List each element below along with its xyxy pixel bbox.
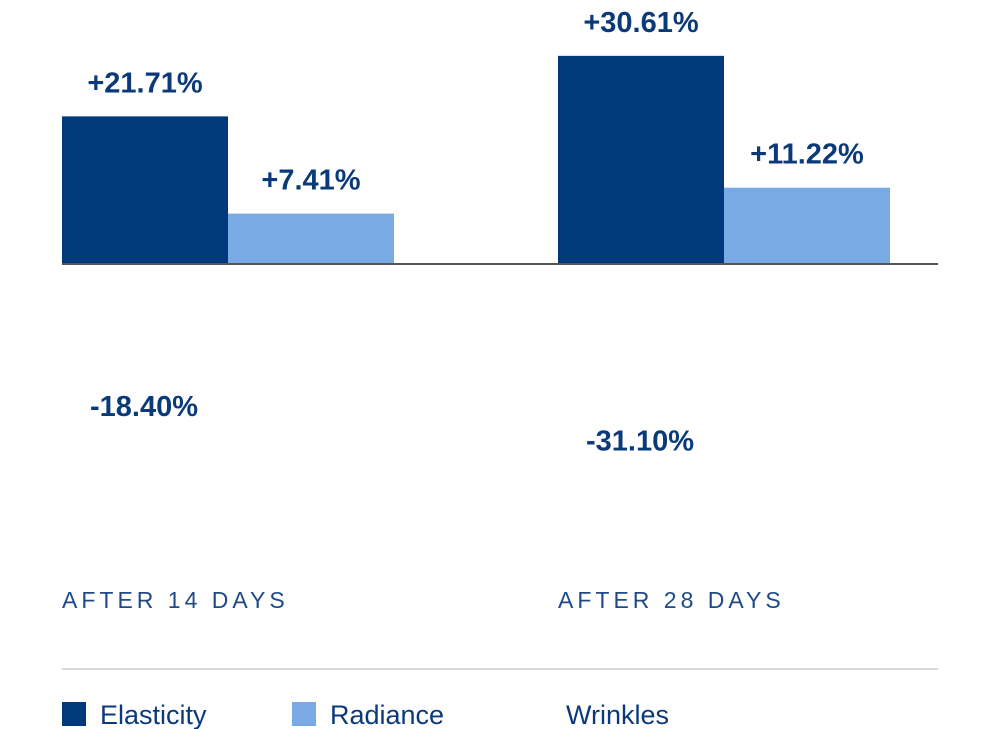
value-label-elasticity-2: +30.61%	[583, 7, 699, 39]
category-label-1: AFTER 14 DAYS	[62, 587, 289, 613]
legend-swatch-wrinkles	[528, 702, 552, 726]
value-label-wrinkles-1: -18.40%	[90, 391, 198, 423]
bar-radiance-2	[724, 187, 890, 264]
bar-elasticity-1	[62, 116, 228, 264]
value-label-wrinkles-2: -31.10%	[586, 425, 694, 457]
value-label-radiance-2: +11.22%	[750, 139, 864, 171]
legend-label-elasticity: Elasticity	[100, 700, 207, 729]
value-label-elasticity-1: +21.71%	[87, 67, 203, 99]
legend: Elasticity Radiance Wrinkles	[62, 700, 669, 729]
bars-layer	[62, 55, 1000, 476]
legend-label-radiance: Radiance	[330, 700, 444, 729]
bar-elasticity-2	[558, 55, 724, 264]
legend-swatch-radiance	[292, 702, 316, 726]
bar-radiance-1	[228, 213, 394, 264]
legend-swatch-elasticity	[62, 702, 86, 726]
bar-wrinkles-1	[394, 264, 560, 390]
category-label-2: AFTER 28 DAYS	[558, 587, 785, 613]
value-labels-layer: +21.71% +7.41% -18.40% +30.61% +11.22% -31.10…	[87, 7, 864, 458]
value-label-radiance-1: +7.41%	[261, 165, 360, 197]
category-labels-layer: AFTER 14 DAYS AFTER 28 DAYS	[62, 587, 785, 613]
legend-label-wrinkles: Wrinkles	[566, 700, 669, 729]
bar-wrinkles-2	[890, 264, 1000, 476]
